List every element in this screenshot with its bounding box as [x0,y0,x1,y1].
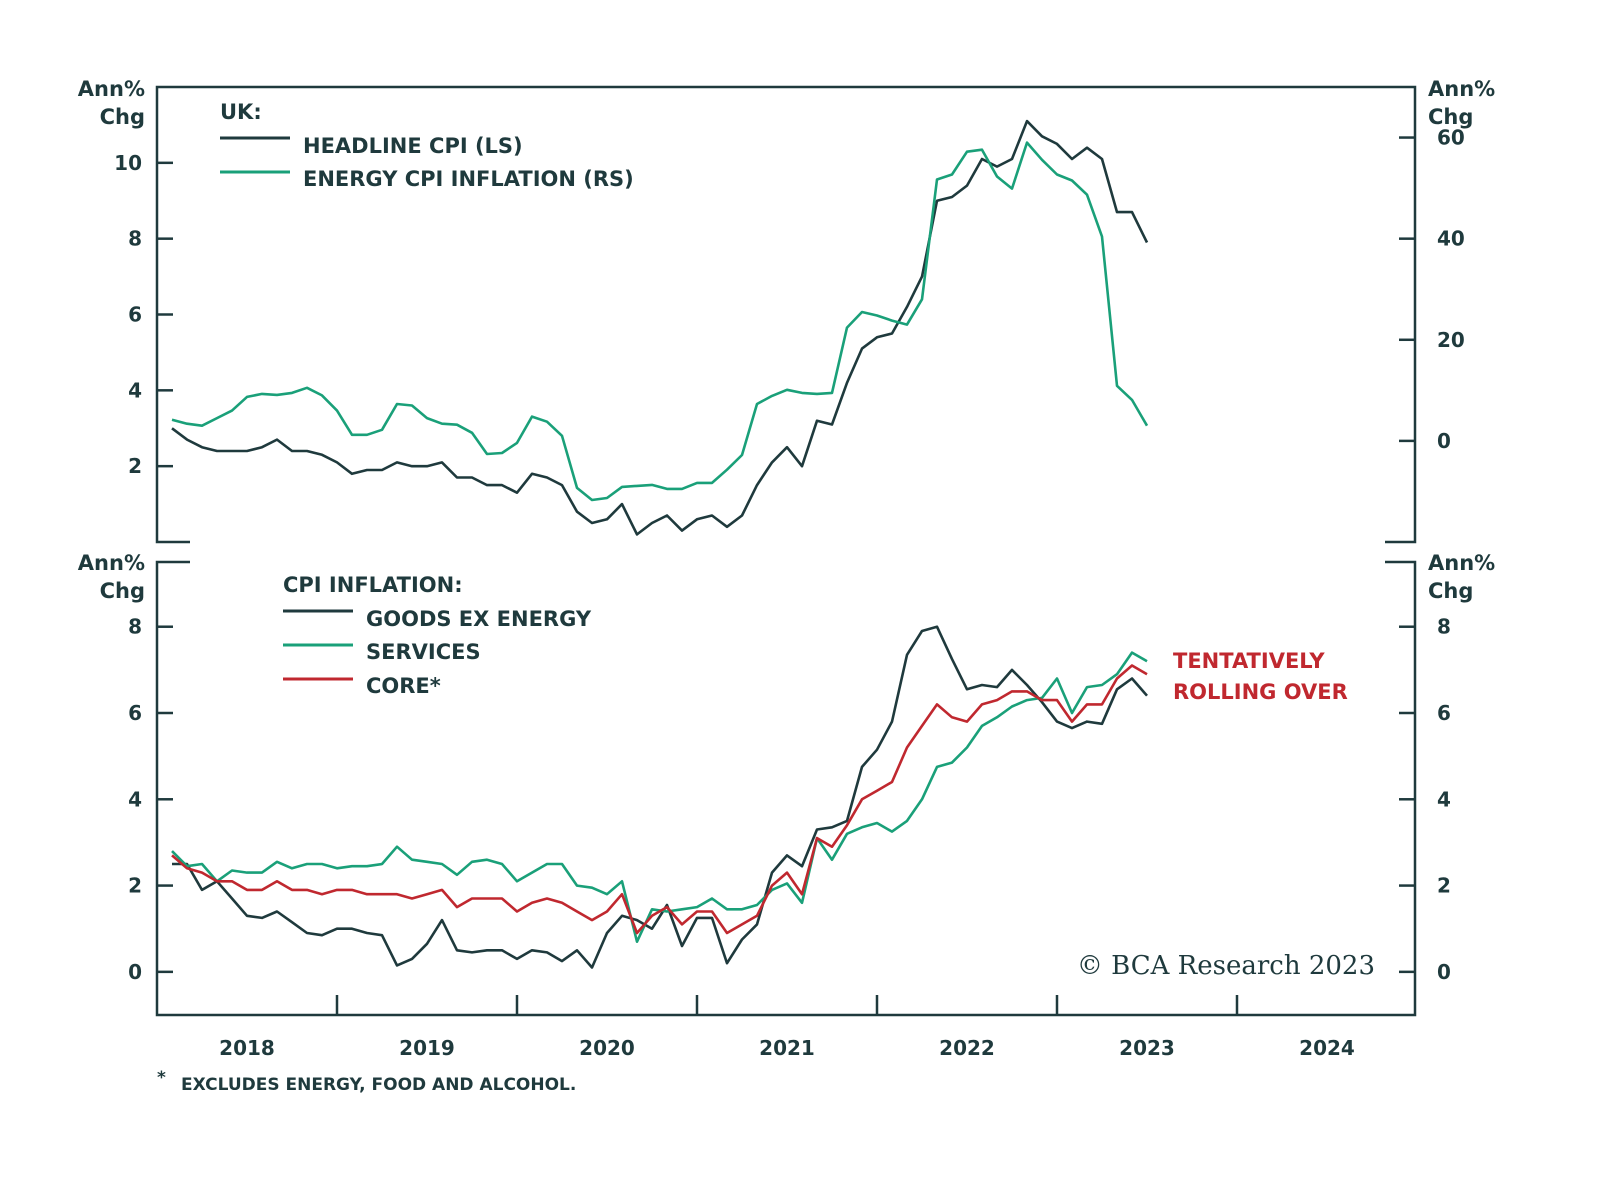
bottom-left-axis-label-1: Ann% [78,551,145,575]
top-left-axis-label-2: Chg [100,105,145,129]
left-tick-label: 8 [128,227,142,251]
right-tick-label: 4 [1437,787,1451,811]
series-line-services [171,651,1148,943]
legend-label-goods: GOODS EX ENERGY [366,607,592,631]
bottom-left-axis-label-2: Chg [100,579,145,603]
left-tick-label: 0 [128,960,142,984]
left-tick-label: 2 [128,454,142,478]
x-tick-label: 2021 [759,1036,815,1060]
chart-frame [155,85,1417,1017]
right-tick-label: 0 [1437,429,1451,453]
top-panel-frame [155,85,1417,544]
series-line-headline-cpi-ls [171,119,1149,536]
top-right-axis-label-1: Ann% [1428,77,1495,101]
series-lines [171,119,1149,969]
left-tick-label: 6 [128,701,142,725]
top-left-axis-label-1: Ann% [78,77,145,101]
bottom-right-axis-label-2: Chg [1428,579,1473,603]
right-tick-label: 2 [1437,874,1451,898]
left-tick-label: 6 [128,303,142,327]
x-tick-label: 2018 [219,1036,275,1060]
left-tick-label: 10 [114,151,142,175]
right-tick-label: 20 [1437,328,1465,352]
series-line-core [171,664,1148,935]
annotation-line-2: ROLLING OVER [1173,680,1348,704]
copyright: © BCA Research 2023 [1077,951,1375,981]
right-tick-label: 0 [1437,960,1451,984]
legend-label-services: SERVICES [366,640,481,664]
legend-label-energy: ENERGY CPI INFLATION (RS) [303,167,634,191]
x-tick-label: 2023 [1119,1036,1175,1060]
top-legend-title: UK: [220,100,262,124]
series-line-energy-cpi-inflation-rs [171,141,1149,502]
right-tick-label: 8 [1437,615,1451,639]
right-tick-label: 40 [1437,227,1465,251]
left-tick-label: 8 [128,615,142,639]
top-right-axis-label-2: Chg [1428,105,1473,129]
left-tick-label: 4 [128,787,142,811]
bottom-right-axis-label-1: Ann% [1428,551,1495,575]
footnote: EXCLUDES ENERGY, FOOD AND ALCOHOL. [181,1075,576,1095]
bottom-legend-title: CPI INFLATION: [283,573,463,597]
footnote-mark: * [157,1068,166,1088]
legend-label-core: CORE* [366,674,441,698]
annotation-line-1: TENTATIVELY [1173,649,1325,673]
left-tick-label: 4 [128,378,142,402]
axis-ticks: 2 4 6 8 10 0 20 40 60 0 2 4 6 8 0 2 4 6 8 2018 2019 2020 2021 2… [114,126,1465,1060]
left-tick-label: 2 [128,874,142,898]
x-tick-label: 2024 [1299,1036,1355,1060]
bottom-panel-frame [155,560,1417,1017]
right-tick-label: 6 [1437,701,1451,725]
x-tick-label: 2019 [399,1036,455,1060]
legend-label-headline: HEADLINE CPI (LS) [303,134,523,158]
x-tick-label: 2020 [579,1036,635,1060]
series-line-goods-ex-energy [172,625,1148,969]
x-tick-label: 2022 [939,1036,995,1060]
right-tick-label: 60 [1437,126,1465,150]
